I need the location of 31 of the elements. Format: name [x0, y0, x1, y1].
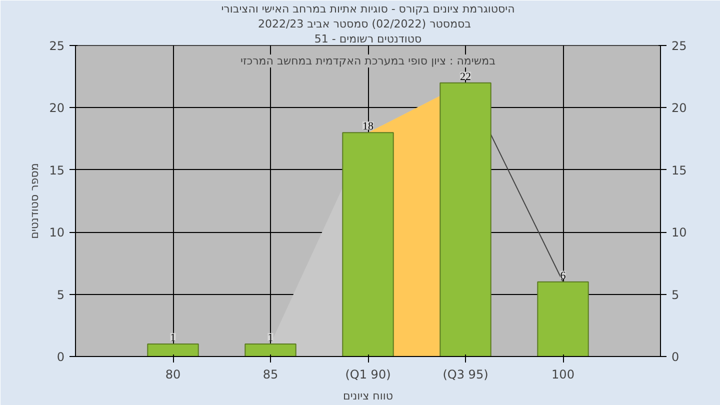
annotation: במשימה : ציון סופי במערכת האקדמית במחשב המרכזי: [240, 54, 496, 68]
x-tick-label: (Q1 90): [345, 368, 391, 382]
x-axis-title: טווח ציונים: [343, 390, 393, 402]
x-tick-label: (Q3 95): [442, 368, 488, 382]
y2-tick-label: 10: [672, 226, 687, 240]
data-label: 22: [460, 70, 471, 83]
y-tick-label: 15: [49, 163, 65, 178]
data-label: 18: [362, 120, 374, 133]
y2-tick-label: 0: [672, 350, 680, 364]
bar: [147, 344, 199, 356]
y-tick-label: 25: [49, 39, 65, 53]
bar: [244, 344, 296, 356]
bar: [537, 281, 589, 356]
y2-tick-label: 20: [672, 101, 687, 116]
data-label: 1: [170, 332, 176, 344]
y2-tick-label: 5: [672, 288, 680, 302]
y2-tick-label: 25: [672, 39, 687, 53]
y-tick-label: 20: [49, 101, 65, 116]
y-tick-label: 0: [56, 350, 65, 364]
x-tick-label: 85: [262, 368, 278, 382]
data-label: 1: [268, 332, 274, 344]
x-tick-label: 80: [165, 368, 181, 382]
chart-subtitle: בסמסטר (02/2022) סמסטר אביב 2022/23: [258, 18, 472, 30]
y-tick-label: 5: [56, 288, 65, 302]
y2-tick-label: 15: [672, 163, 687, 178]
y-axis-title: מספר סטודנטים: [28, 163, 42, 239]
x-tick-label: 100: [552, 368, 574, 382]
y-tick-label: 10: [49, 226, 65, 240]
annotation: סטודנטים רשומים - 51: [314, 32, 422, 46]
chart-title: היסטוגרמת ציונים בקורס - סוגיות אתיות במרחב האישי והציבורי: [221, 2, 515, 16]
data-label: 6: [560, 270, 566, 282]
